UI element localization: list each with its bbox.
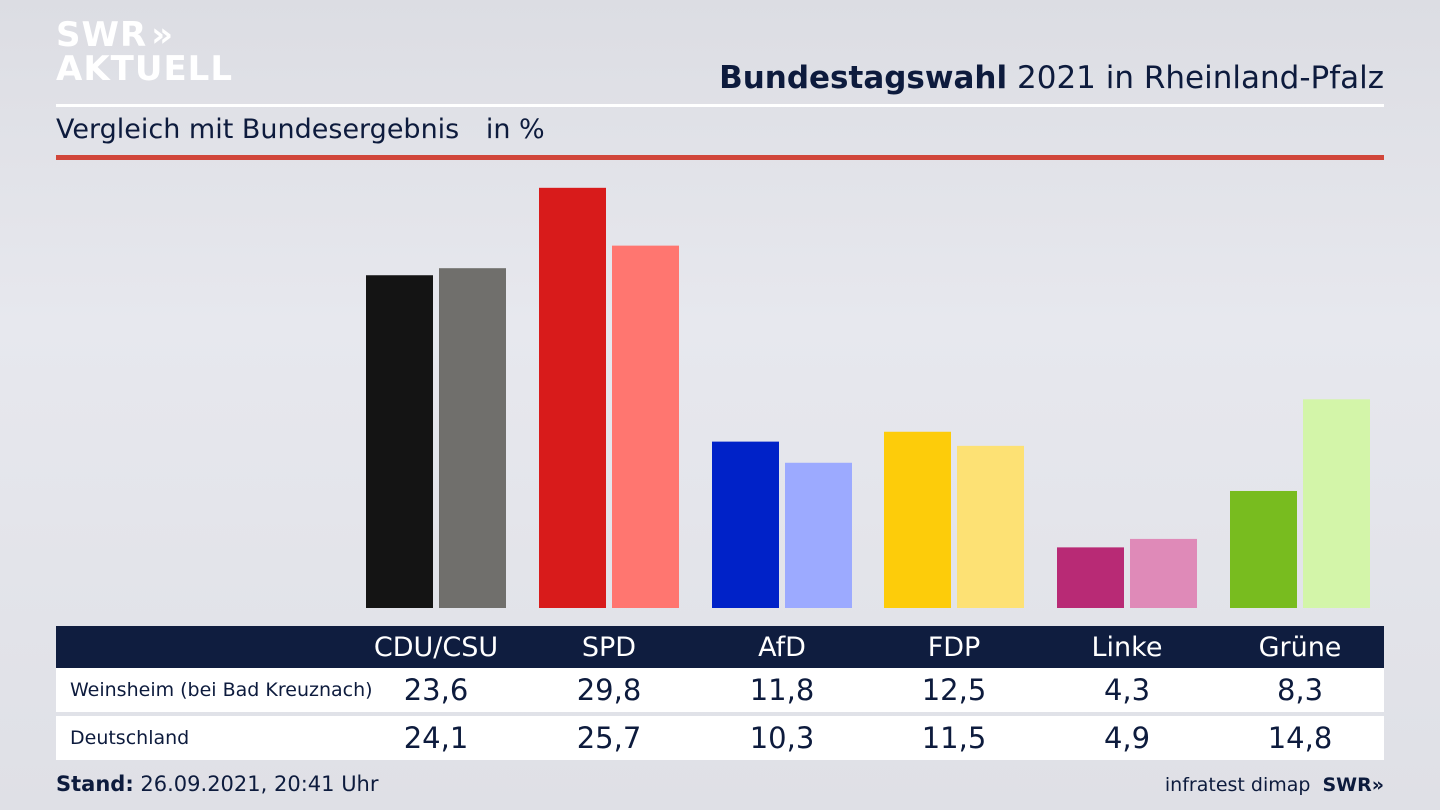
chart-subtitle: Vergleich mit Bundesergebnis in % bbox=[56, 114, 545, 145]
logo-line2: AKTUELL bbox=[56, 49, 234, 89]
bar-fdp-deutschland bbox=[957, 445, 1024, 608]
value-cell: 29,8 bbox=[576, 673, 642, 707]
bar-afd-weinsheim bbox=[712, 441, 779, 608]
column-header-spd: SPD bbox=[581, 631, 637, 663]
swr-aktuell-logo: SWR» AKTUELL bbox=[56, 18, 233, 86]
column-header-gr-ne: Grüne bbox=[1258, 631, 1342, 663]
value-cell: 11,8 bbox=[749, 673, 815, 707]
bar-gr-ne-weinsheim bbox=[1230, 490, 1297, 608]
page-title: Bundestagswahl 2021 in Rheinland-Pfalz bbox=[719, 60, 1384, 96]
value-cell: 4,9 bbox=[1103, 721, 1151, 755]
value-cell: 4,3 bbox=[1103, 673, 1151, 707]
stand-label: Stand: bbox=[56, 772, 134, 796]
bar-linke-deutschland bbox=[1130, 538, 1197, 608]
logo-line1: SWR bbox=[56, 15, 148, 55]
results-table: CDU/CSU SPD AfD FDP Linke Grüne Weinsheim (be… bbox=[56, 626, 1384, 760]
bar-cdu-csu-weinsheim bbox=[366, 275, 433, 608]
bar-chart bbox=[366, 187, 1370, 608]
bar-gr-ne-deutschland bbox=[1303, 399, 1370, 608]
column-header-linke: Linke bbox=[1091, 631, 1163, 663]
value-cell: 24,1 bbox=[403, 721, 469, 755]
bar-spd-weinsheim bbox=[539, 187, 606, 608]
table-row: Weinsheim (bei Bad Kreuznach) 23,6 29,8 11,… bbox=[56, 668, 1384, 712]
timestamp: Stand: 26.09.2021, 20:41 Uhr bbox=[56, 772, 379, 796]
swr-brand-logo: SWR» bbox=[1322, 774, 1384, 796]
subtitle-text: Vergleich mit Bundesergebnis bbox=[56, 114, 460, 145]
table-header: CDU/CSU SPD AfD FDP Linke Grüne bbox=[56, 626, 1384, 668]
bar-cdu-csu-deutschland bbox=[439, 268, 506, 608]
bar-fdp-weinsheim bbox=[884, 431, 951, 608]
column-header-cdu-csu: CDU/CSU bbox=[373, 631, 499, 663]
bar-spd-deutschland bbox=[612, 245, 679, 608]
value-cell: 11,5 bbox=[921, 721, 987, 755]
row-label: Weinsheim (bei Bad Kreuznach) bbox=[70, 679, 373, 701]
title-rest: 2021 in Rheinland-Pfalz bbox=[1017, 60, 1384, 96]
value-cell: 8,3 bbox=[1276, 673, 1324, 707]
source-credit: infratest dimap SWR» bbox=[1165, 774, 1384, 796]
bar-linke-weinsheim bbox=[1057, 547, 1124, 608]
value-cell: 12,5 bbox=[921, 673, 987, 707]
table-row: Deutschland 24,1 25,7 10,3 11,5 4,9 14,8 bbox=[56, 716, 1384, 760]
subtitle-divider bbox=[56, 155, 1384, 160]
column-header-afd: AfD bbox=[758, 631, 806, 663]
value-cell: 25,7 bbox=[576, 721, 642, 755]
row-label: Deutschland bbox=[70, 727, 190, 749]
header-divider bbox=[56, 104, 1384, 107]
value-cell: 23,6 bbox=[403, 673, 469, 707]
bar-afd-deutschland bbox=[785, 462, 852, 608]
source-text: infratest dimap bbox=[1164, 774, 1311, 796]
table-body: Weinsheim (bei Bad Kreuznach) 23,6 29,8 11,… bbox=[56, 668, 1384, 760]
unit-label: in % bbox=[485, 114, 545, 145]
stand-value: 26.09.2021, 20:41 Uhr bbox=[140, 772, 379, 796]
column-header-fdp: FDP bbox=[927, 631, 981, 663]
value-cell: 14,8 bbox=[1267, 721, 1333, 755]
title-bold: Bundestagswahl bbox=[719, 60, 1008, 96]
value-cell: 10,3 bbox=[749, 721, 815, 755]
